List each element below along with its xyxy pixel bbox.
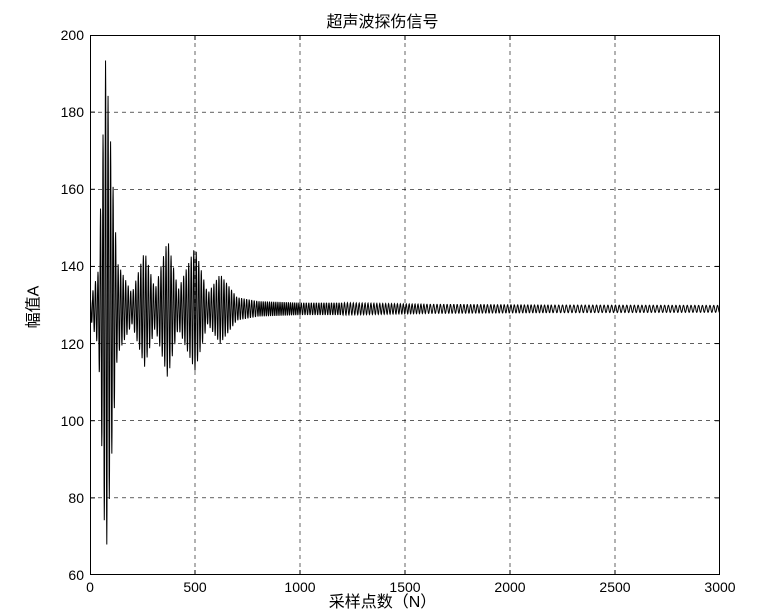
figure: 超声波探伤信号 幅值A 采样点数（N） 0 500 1000 1500 2000 2500… (0, 0, 765, 614)
y-tick-label: 160 (50, 181, 84, 197)
plot-area (90, 35, 720, 575)
plot-svg (90, 35, 720, 575)
x-tick-label: 3000 (704, 579, 735, 595)
x-tick-label: 2500 (599, 579, 630, 595)
y-tick-label: 80 (50, 490, 84, 506)
y-tick-label: 140 (50, 258, 84, 274)
y-tick-label: 200 (50, 27, 84, 43)
x-tick-label: 2000 (494, 579, 525, 595)
y-tick-label: 120 (50, 336, 84, 352)
x-tick-label: 0 (86, 579, 94, 595)
x-tick-label: 1000 (284, 579, 315, 595)
chart-title: 超声波探伤信号 (0, 8, 765, 32)
x-axis-label: 采样点数（N） (0, 588, 765, 612)
y-tick-label: 60 (50, 567, 84, 583)
x-tick-label: 500 (183, 579, 206, 595)
y-tick-label: 180 (50, 104, 84, 120)
y-axis-label: 幅值A (19, 286, 43, 329)
x-tick-label: 1500 (389, 579, 420, 595)
y-tick-label: 100 (50, 413, 84, 429)
